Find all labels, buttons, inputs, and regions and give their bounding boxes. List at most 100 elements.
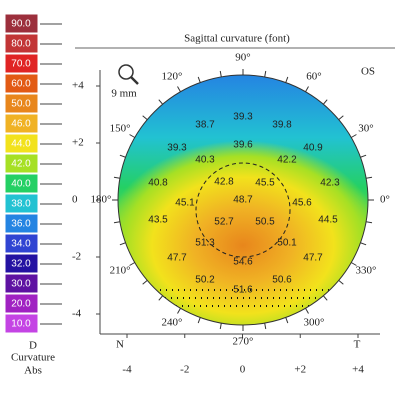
- scale-label: 42.0: [11, 159, 31, 170]
- curvature-reading: 54.6: [233, 257, 253, 268]
- angle-label: 30°: [358, 123, 373, 135]
- scale-swatch: [4, 173, 39, 194]
- zoom-icon[interactable]: [118, 64, 134, 80]
- curvature-reading: 52.7: [214, 217, 234, 228]
- angle-label: 150°: [110, 123, 131, 135]
- curvature-map: [118, 75, 368, 325]
- curvature-reading: 45.1: [175, 198, 195, 209]
- y-tick-label: -2: [72, 251, 81, 263]
- rim-tick: [338, 115, 344, 121]
- curvature-reading: 45.5: [255, 178, 275, 189]
- curvature-reading: 50.2: [195, 275, 215, 286]
- curvature-reading: 40.9: [303, 143, 323, 154]
- curvature-reading: 38.7: [195, 120, 215, 131]
- angle-label: 210°: [110, 265, 131, 277]
- rim-tick: [305, 308, 309, 314]
- rim-tick: [322, 99, 328, 105]
- x-tick-label: -4: [122, 364, 132, 376]
- rim-tick: [305, 86, 309, 92]
- rim-tick: [119, 242, 126, 246]
- scale-swatch: [4, 133, 39, 154]
- rim-tick: [113, 221, 120, 224]
- rim-tick: [264, 323, 267, 330]
- curvature-reading: 51.3: [195, 238, 215, 249]
- scale-label: 32.0: [11, 259, 31, 270]
- pupil-outline: [195, 162, 291, 258]
- scale-label: 44.0: [11, 139, 31, 150]
- x-tick-label: -2: [180, 364, 189, 376]
- rim-tick: [197, 317, 201, 324]
- scale-label: 40.0: [11, 179, 31, 190]
- curvature-reading: 42.3: [320, 178, 340, 189]
- rim-tick: [338, 279, 344, 285]
- rim-tick: [177, 308, 181, 314]
- curvature-reading: 44.5: [318, 215, 338, 226]
- curvature-reading: 42.8: [214, 177, 234, 188]
- angle-label: 300°: [304, 317, 325, 329]
- curvature-reading: 39.6: [233, 140, 253, 151]
- scale-unit: D: [29, 340, 37, 352]
- scale-caption: Curvature: [11, 352, 55, 364]
- curvature-reading: 39.8: [272, 120, 292, 131]
- y-tick-label: +2: [72, 137, 84, 149]
- x-tick-label: +2: [294, 364, 306, 376]
- map-title: Sagittal curvature (font): [184, 33, 290, 45]
- scale-swatch: [4, 273, 39, 294]
- scale-swatch: [4, 233, 39, 254]
- nasal-label: N: [116, 339, 124, 351]
- rim-tick: [219, 70, 222, 77]
- rim-tick: [113, 176, 120, 179]
- curvature-reading: 50.1: [277, 238, 297, 249]
- scale-swatch: [4, 53, 39, 74]
- eye-label: OS: [361, 66, 375, 78]
- angle-label: 330°: [356, 265, 377, 277]
- map-warm-zone: [118, 130, 368, 325]
- curvature-reading: 47.7: [303, 253, 323, 264]
- rim-tick: [142, 115, 148, 121]
- angle-label: 120°: [162, 71, 183, 83]
- rim-tick: [322, 295, 328, 301]
- scale-label: 20.0: [11, 299, 31, 310]
- curvature-reading: 39.3: [167, 143, 187, 154]
- scale-label: 38.0: [11, 199, 31, 210]
- curvature-reading: 48.7: [233, 195, 253, 206]
- curvature-reading: 43.5: [148, 215, 168, 226]
- color-scale: 90.0 80.0 70.0 60.0 50.0 46.0 44.0 42.0 40.0 38.0…: [4, 13, 62, 377]
- rim-tick: [264, 70, 267, 77]
- y-tick-label: +4: [72, 80, 84, 92]
- x-tick-label: +4: [352, 364, 364, 376]
- angle-label: 240°: [162, 317, 183, 329]
- scale-caption: Abs: [24, 365, 42, 377]
- curvature-reading: 40.8: [148, 178, 168, 189]
- scale-swatch: [4, 313, 39, 334]
- scale-swatch: [4, 253, 39, 274]
- angle-label: 90°: [235, 52, 250, 64]
- scale-label: 70.0: [11, 59, 31, 70]
- scale-label: 50.0: [11, 99, 31, 110]
- rim-tick: [158, 295, 164, 301]
- scale-swatch: [4, 293, 39, 314]
- curvature-reading: 50.5: [255, 217, 275, 228]
- rim-tick: [366, 176, 373, 179]
- curvature-reading: 51.6: [233, 285, 253, 296]
- temporal-label: T: [354, 339, 361, 351]
- scale-swatch: [4, 153, 39, 174]
- zoom-icon-handle: [130, 76, 139, 85]
- scale-swatch: [4, 93, 39, 114]
- angle-label: 270°: [233, 336, 254, 348]
- rim-tick: [219, 323, 222, 330]
- rim-tick: [129, 262, 135, 266]
- rim-tick: [366, 221, 373, 224]
- rim-tick: [197, 76, 201, 83]
- angle-label: 0°: [380, 194, 390, 206]
- curvature-reading: 47.7: [167, 253, 187, 264]
- y-tick-label: -4: [72, 308, 82, 320]
- scale-swatch: [4, 113, 39, 134]
- scale-swatch: [4, 33, 39, 54]
- rim-tick: [360, 242, 367, 246]
- rim-tick: [285, 76, 289, 83]
- rim-tick: [285, 317, 289, 324]
- rim-tick: [351, 262, 357, 266]
- zoom-label: 9 mm: [111, 88, 137, 100]
- scale-label: 80.0: [11, 39, 31, 50]
